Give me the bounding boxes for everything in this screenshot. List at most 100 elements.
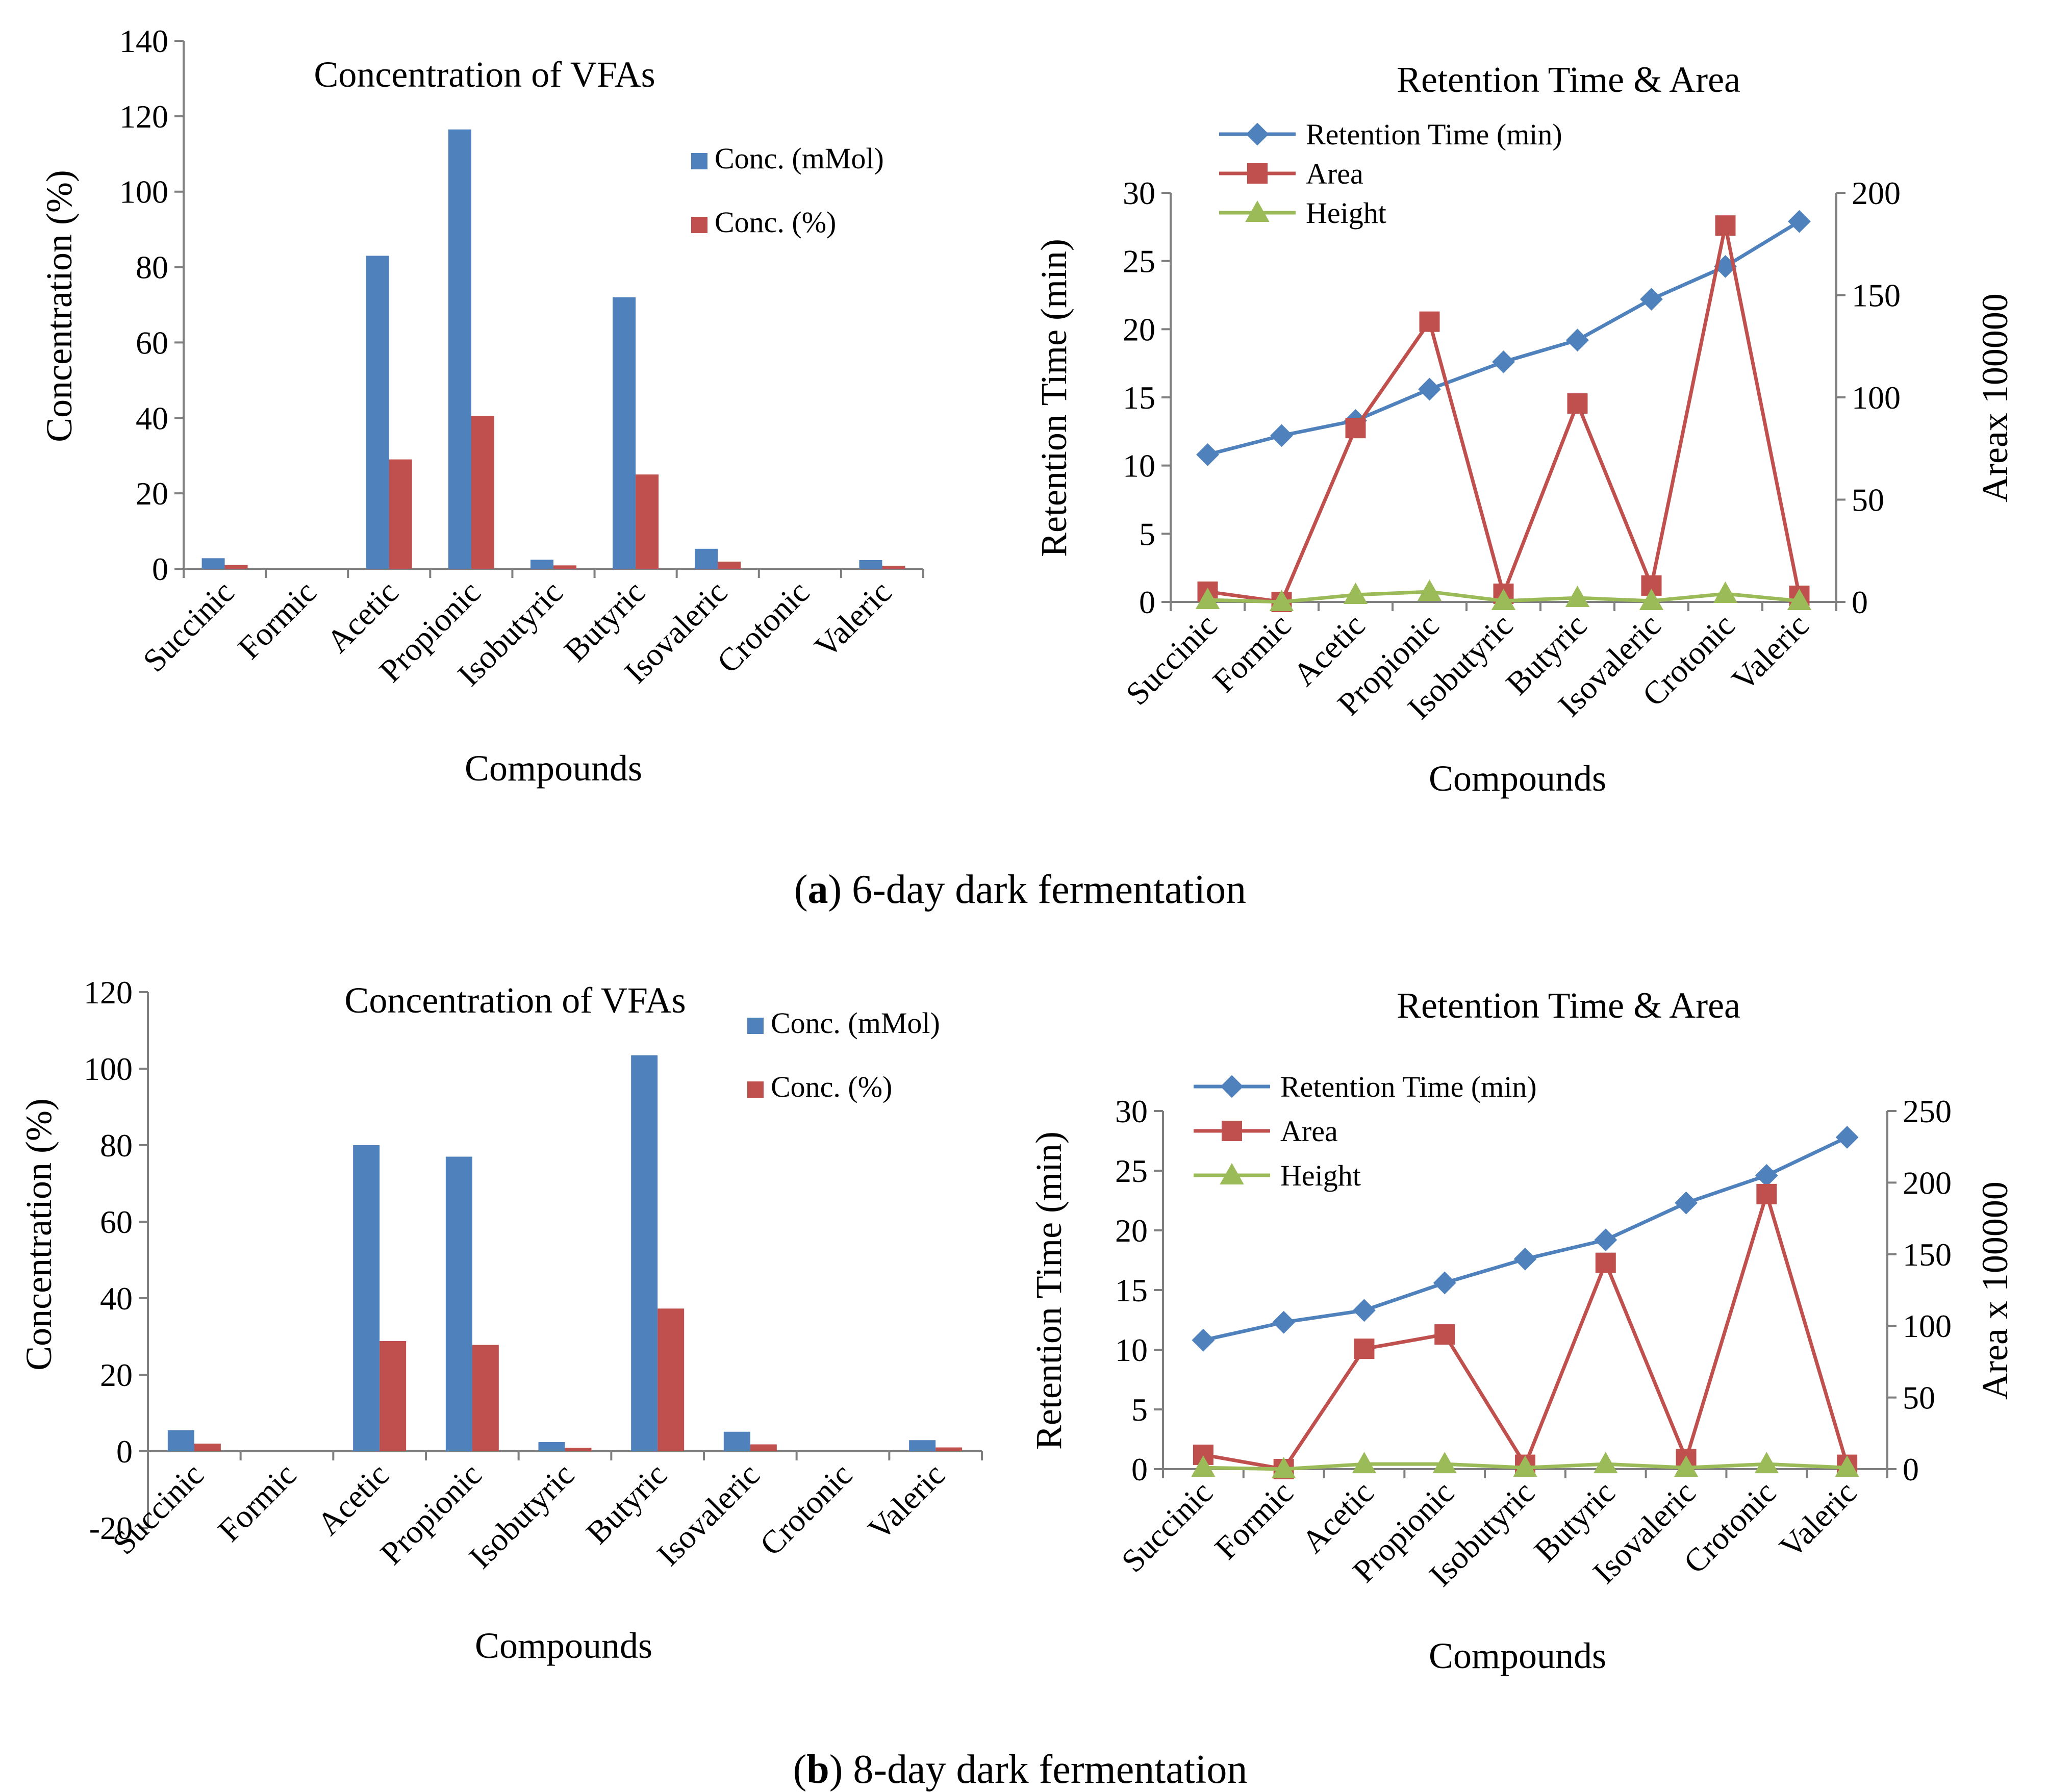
b-line-ytick-right-label-250: 250 [1903,1093,1952,1129]
b-line-point-height-butyric [1594,1452,1618,1474]
b-bar-bar-conc-mmol-butyric [631,1055,658,1451]
b-line-ytick-right-label-50: 50 [1903,1380,1935,1416]
b-bar-bar-conc-mmol-propionic [445,1156,472,1451]
a-line-ytick-left-label-20: 20 [1123,311,1155,347]
a-line-category-label-valeric: Valeric [1725,607,1815,698]
a-line-point-height-valeric [1787,588,1812,610]
caption-b: (b) 8-day dark fermentation [793,1747,1248,1792]
b-bar-bar-conc-isovaleric [750,1444,777,1451]
b-bar-ytick-label-80: 80 [100,1127,133,1164]
a-line-point-height-isobutyric [1491,588,1516,610]
a-line-ytick-right-label-0: 0 [1852,584,1868,620]
b-bar-bar-conc-propionic [472,1345,499,1451]
a-bar-bar-conc-acetic [389,459,412,569]
a-line-series-line-area [1207,225,1801,604]
a-bar-bar-conc-mmol-isobutyric [530,560,553,569]
b-bar-legend-label-conc-mmol: Conc. (mMol) [771,1006,940,1040]
a-bar-ytick-label-140: 140 [119,23,168,59]
b-line-point-height-formic [1271,1456,1296,1478]
a-bar-category-label-succinic: Succinic [136,574,241,679]
a-line-ytick-left-label-10: 10 [1123,448,1155,484]
b-line-ytick-right-label-0: 0 [1903,1451,1919,1487]
a-bar-ytick-label-60: 60 [136,324,168,361]
b-bar-category-label-isovaleric: Isovaleric [650,1456,767,1573]
b-bar-bar-conc-mmol-valeric [909,1440,936,1451]
a-bar-legend-label-conc: Conc. (%) [715,206,836,239]
b-bar-bar-conc-succinic [194,1444,221,1451]
b-line-title: Retention Time & Area [1397,985,1740,1026]
b-bar-bar-conc-mmol-isovaleric [723,1431,750,1451]
b-bar-bar-conc-acetic [380,1341,407,1451]
a-bar-bar-conc-butyric [636,474,659,569]
chart-a-retention: 051015202530050100150200SuccinicFormicAc… [1033,59,2015,799]
a-bar-bar-conc-isobutyric [553,565,576,569]
a-bar-ytick-label-40: 40 [136,400,168,436]
a-line-category-label-formic: Formic [1205,607,1298,699]
b-line-point-retention-time-min-propionic [1433,1271,1456,1295]
a-bar-bar-conc-succinic [224,565,248,569]
b-bar-bar-conc-mmol-succinic [167,1430,194,1451]
b-line-ytick-right-label-200: 200 [1903,1165,1952,1201]
a-bar-ytick-label-0: 0 [152,551,168,587]
a-line-point-retention-time-min-butyric [1566,329,1589,352]
a-bar-bar-conc-mmol-acetic [366,256,389,569]
a-line-ytick-right-label-50: 50 [1852,482,1884,518]
a-line-point-height-formic [1269,589,1294,611]
a-line-legend-marker-height [1245,200,1270,222]
b-bar-ytick-label-20: 20 [100,1357,133,1393]
a-line-ytick-right-label-200: 200 [1852,175,1901,211]
b-bar-bar-conc-mmol-acetic [353,1145,380,1451]
a-line-category-label-succinic: Succinic [1119,607,1224,712]
a-bar-bar-conc-mmol-valeric [859,560,882,569]
b-bar-category-label-crotonic: Crotonic [753,1456,859,1563]
b-line-point-retention-time-min-isobutyric [1513,1247,1537,1271]
b-line-legend-label-retention-time-min: Retention Time (min) [1280,1070,1537,1103]
a-bar-bar-conc-isovaleric [718,561,741,569]
a-line-x-label: Compounds [1429,758,1606,799]
a-line-point-height-succinic [1195,587,1220,609]
a-line-point-retention-time-min-isobutyric [1492,350,1515,373]
b-line-ytick-left-label-10: 10 [1115,1332,1148,1368]
b-bar-bar-conc-isobutyric [565,1448,592,1451]
a-line-ytick-left-label-15: 15 [1123,380,1155,416]
b-bar-y-label: Concentration (%) [18,1098,59,1371]
a-line-point-height-propionic [1417,579,1442,601]
a-line-ytick-right-label-100: 100 [1852,380,1901,416]
a-bar-legend-swatch-conc [691,217,707,233]
b-line-point-retention-time-min-isovaleric [1675,1191,1698,1215]
b-line-category-label-succinic: Succinic [1115,1474,1220,1579]
a-bar-ytick-label-20: 20 [136,475,168,512]
b-line-ytick-left-label-15: 15 [1115,1272,1148,1308]
a-bar-bar-conc-propionic [471,416,494,569]
a-bar-bar-conc-mmol-propionic [448,129,471,569]
a-bar-category-label-formic: Formic [231,574,323,666]
b-bar-legend-swatch-conc [747,1081,764,1098]
a-line-point-area-isovaleric [1641,575,1662,596]
caption-a: (a) 6-day dark fermentation [794,867,1246,912]
b-bar-title: Concentration of VFAs [344,980,686,1021]
b-bar-legend-swatch-conc-mmol [747,1018,764,1034]
a-line-y-label-right: Areax 100000 [1975,293,2015,502]
b-bar-ytick-label-100: 100 [84,1051,133,1087]
a-bar-ytick-label-120: 120 [119,98,168,135]
a-line-point-retention-time-min-valeric [1788,210,1811,233]
a-bar-bar-conc-mmol-butyric [613,297,636,569]
b-line-legend-marker-height [1220,1163,1244,1184]
a-bar-legend-label-conc-mmol: Conc. (mMol) [715,142,884,175]
b-bar-bar-conc-butyric [658,1308,685,1451]
b-line-ytick-right-label-100: 100 [1903,1308,1952,1344]
b-line-point-height-propionic [1432,1452,1457,1474]
a-bar-bar-conc-valeric [882,566,905,569]
a-line-point-area-butyric [1567,393,1588,414]
a-bar-ytick-label-80: 80 [136,249,168,286]
b-line-point-height-succinic [1191,1455,1216,1477]
a-line-point-height-isovaleric [1639,588,1664,610]
a-bar-category-label-crotonic: Crotonic [710,574,817,680]
b-line-point-area-acetic [1354,1339,1375,1359]
b-line-y-label-left: Retention Time (min) [1028,1131,1069,1450]
b-bar-ytick-label-0: 0 [116,1433,133,1470]
b-bar-ytick-label--20: -20 [89,1510,133,1546]
b-line-category-label-formic: Formic [1208,1474,1300,1567]
b-line-ytick-left-label-30: 30 [1115,1093,1148,1129]
